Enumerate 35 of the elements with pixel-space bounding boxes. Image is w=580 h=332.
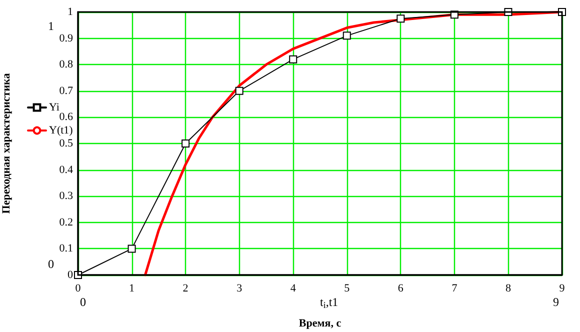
y-tick-label: 0 <box>68 269 74 281</box>
y-tick-label: 0.9 <box>59 32 74 44</box>
y-tick-label: 0.2 <box>59 216 73 228</box>
point <box>396 14 405 23</box>
point <box>128 244 136 253</box>
x-axis-title: Время, с <box>298 318 342 330</box>
x-tick-label: 9 <box>559 282 566 294</box>
x-tick-label: 0 <box>75 282 82 294</box>
point <box>235 86 244 95</box>
point <box>289 55 298 64</box>
text: 0 <box>80 295 86 309</box>
y-tick-label: 0.6 <box>59 111 74 124</box>
legend-label: Yi <box>49 102 60 114</box>
y-tick-label: 0.4 <box>59 164 74 176</box>
y-tick-label: 0.7 <box>59 84 74 97</box>
y-tick-label: 0.3 <box>59 190 74 202</box>
x-tick-label: 8 <box>505 282 512 294</box>
text: 0 <box>48 257 54 271</box>
y-axis-title: Переходная характеристика <box>0 72 12 214</box>
y-tick-label: 1 <box>68 6 73 18</box>
y-tick-label: 0.5 <box>59 138 74 150</box>
x-tick-label: 6 <box>398 282 404 294</box>
x-tick-label: 3 <box>236 282 243 294</box>
text: 1 <box>48 19 54 33</box>
text: 9 <box>553 295 559 309</box>
x-tick-label: 1 <box>129 282 135 294</box>
y-tick-label: 0.8 <box>59 58 74 71</box>
x-tick-label: 7 <box>452 282 458 294</box>
x-tick-label: 4 <box>290 282 296 294</box>
legend-label: Y(t1) <box>49 124 74 136</box>
point <box>182 140 190 148</box>
y-tick-label: 0.1 <box>59 242 73 255</box>
point <box>342 32 351 40</box>
x-tick-label: 2 <box>182 282 188 294</box>
x-tick-label: 5 <box>344 282 350 294</box>
